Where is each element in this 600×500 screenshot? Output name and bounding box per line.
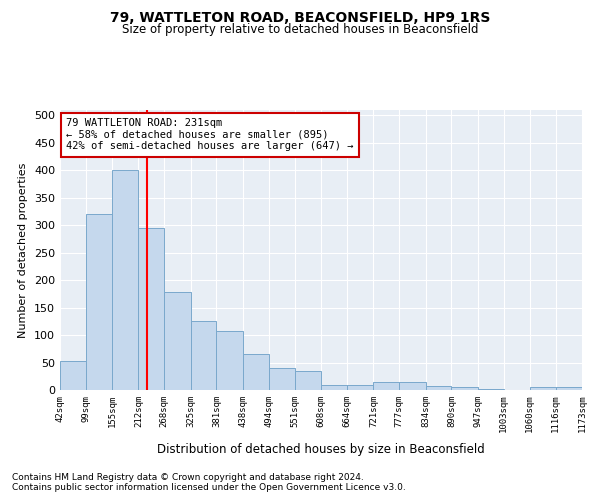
Bar <box>321 384 347 390</box>
Bar <box>139 228 164 390</box>
Bar <box>530 388 556 390</box>
Bar <box>347 384 373 390</box>
Bar <box>451 388 478 390</box>
Text: Size of property relative to detached houses in Beaconsfield: Size of property relative to detached ho… <box>122 22 478 36</box>
Y-axis label: Number of detached properties: Number of detached properties <box>19 162 28 338</box>
Bar <box>217 332 243 390</box>
Text: 79 WATTLETON ROAD: 231sqm
← 58% of detached houses are smaller (895)
42% of semi: 79 WATTLETON ROAD: 231sqm ← 58% of detac… <box>66 118 353 152</box>
Bar <box>425 386 451 390</box>
Bar <box>164 292 191 390</box>
Bar <box>86 214 112 390</box>
Bar <box>399 382 425 390</box>
Text: 79, WATTLETON ROAD, BEACONSFIELD, HP9 1RS: 79, WATTLETON ROAD, BEACONSFIELD, HP9 1R… <box>110 11 490 25</box>
Bar <box>373 382 399 390</box>
Text: Contains HM Land Registry data © Crown copyright and database right 2024.: Contains HM Land Registry data © Crown c… <box>12 472 364 482</box>
Bar <box>269 368 295 390</box>
Bar <box>556 386 582 390</box>
Bar <box>60 361 86 390</box>
Bar <box>295 371 321 390</box>
Text: Distribution of detached houses by size in Beaconsfield: Distribution of detached houses by size … <box>157 442 485 456</box>
Text: Contains public sector information licensed under the Open Government Licence v3: Contains public sector information licen… <box>12 482 406 492</box>
Bar <box>191 322 217 390</box>
Bar <box>478 389 503 390</box>
Bar <box>243 354 269 390</box>
Bar <box>112 170 139 390</box>
